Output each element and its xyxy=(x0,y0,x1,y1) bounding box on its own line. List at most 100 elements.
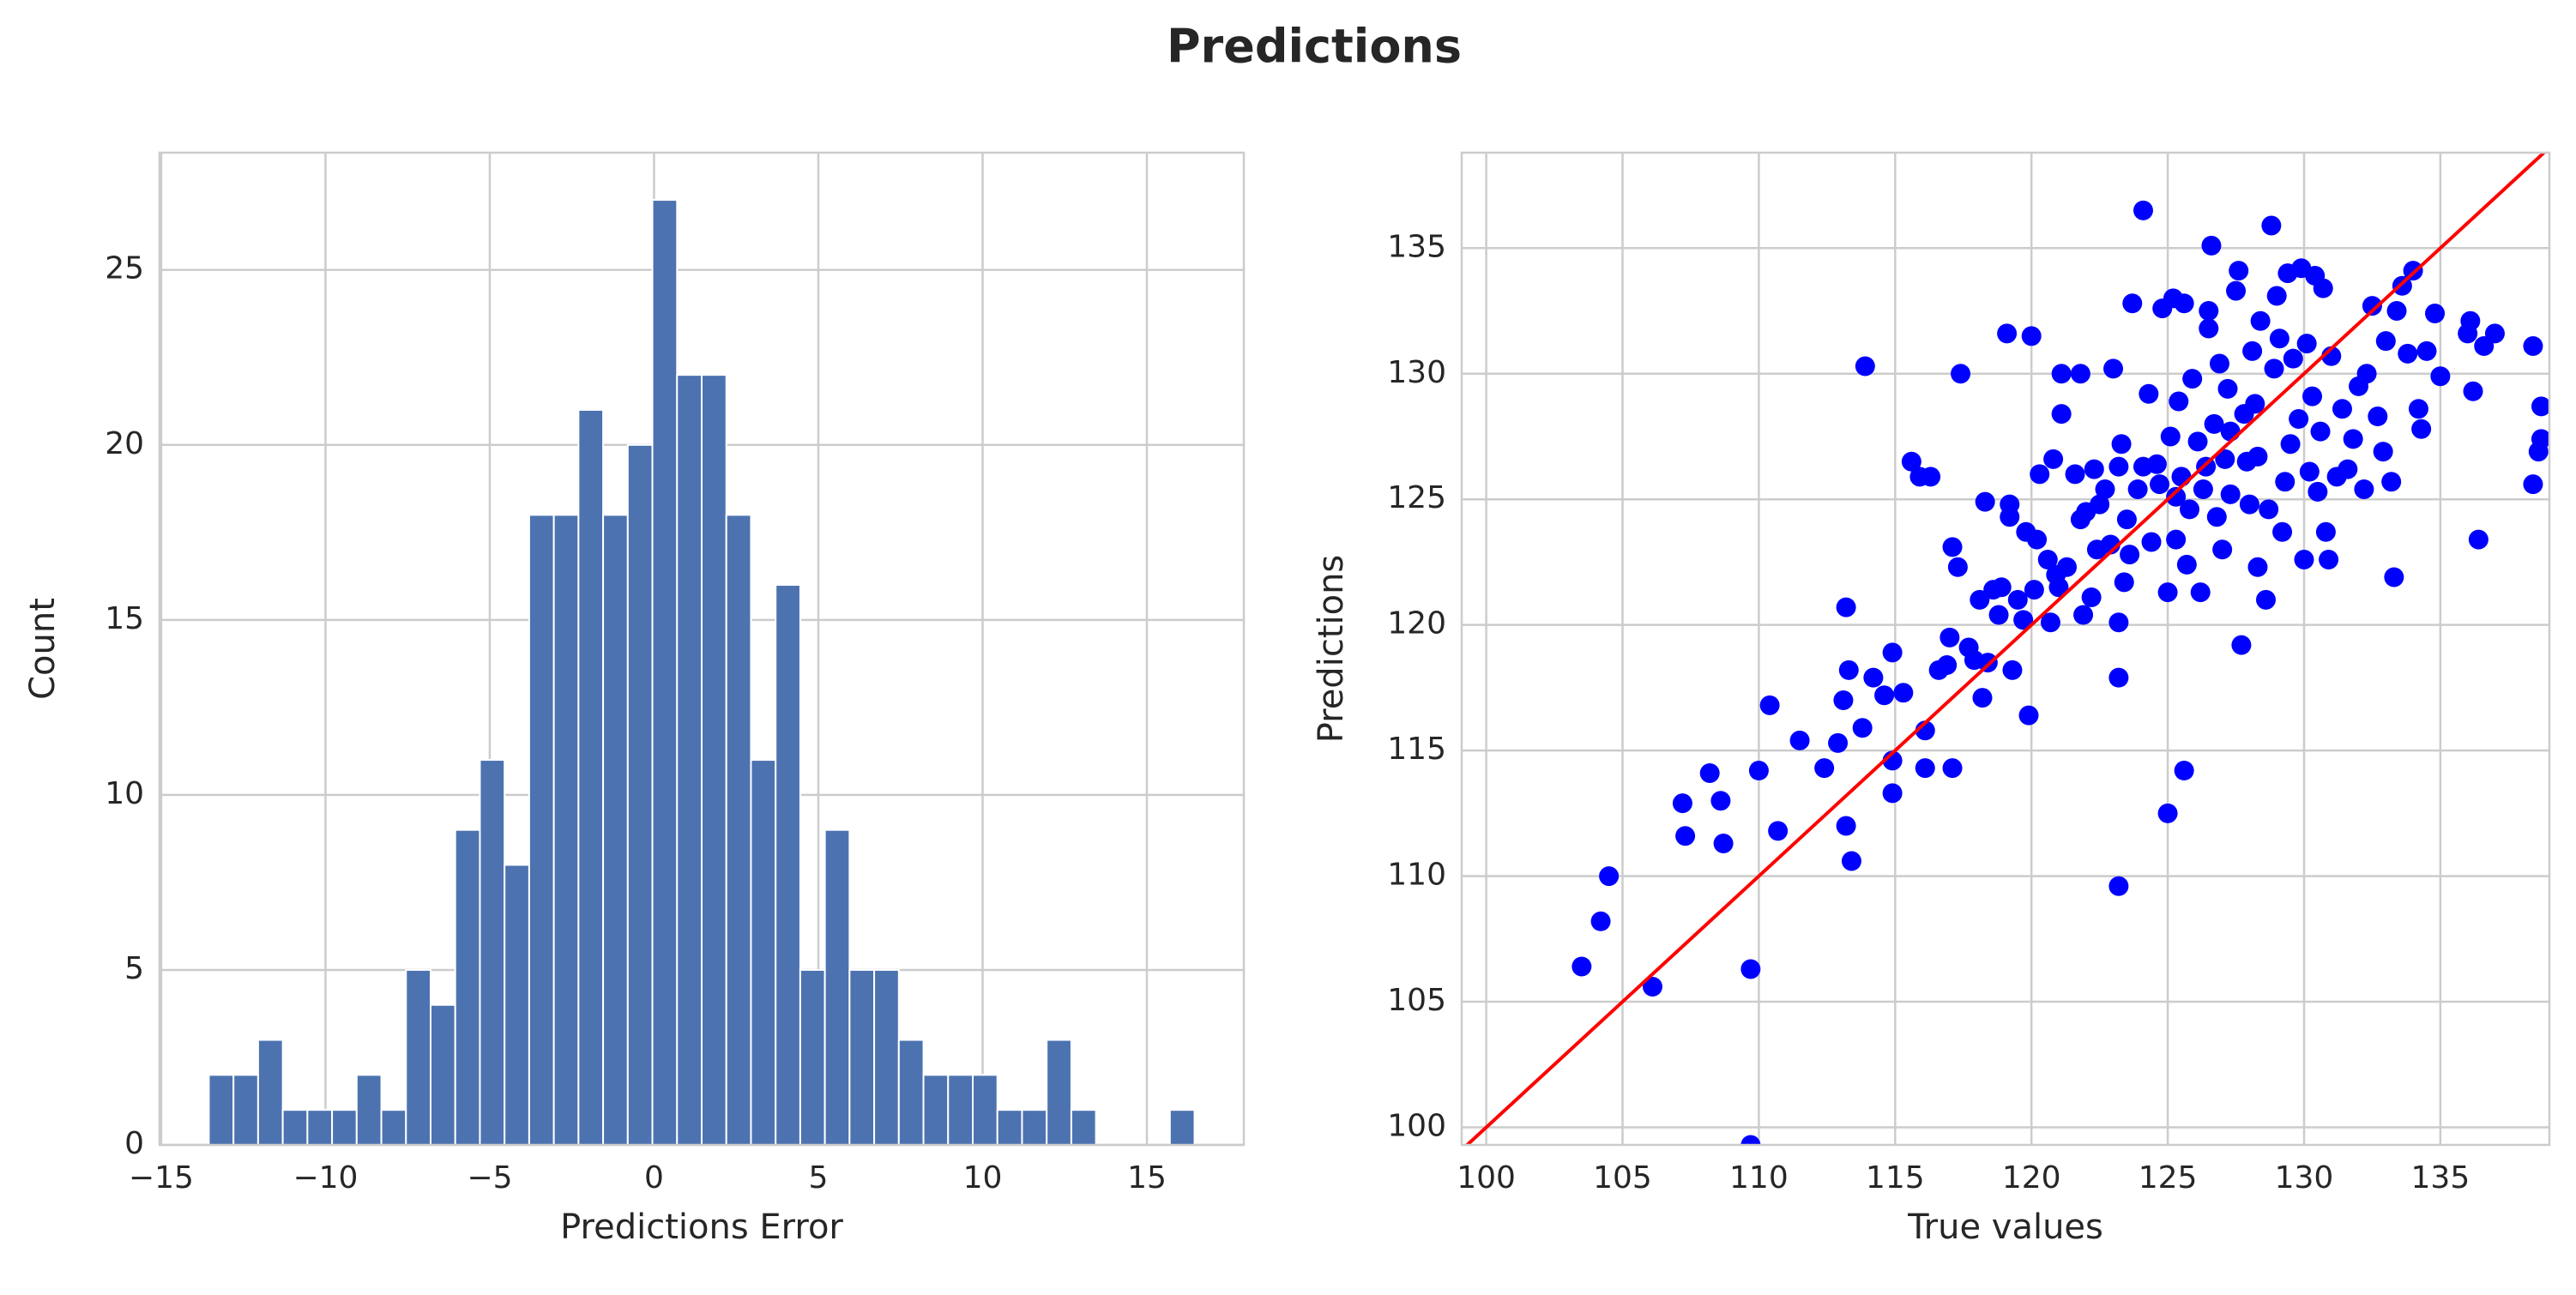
x-tick-label: 15 xyxy=(1127,1160,1167,1196)
point xyxy=(2264,358,2284,379)
bar xyxy=(725,514,752,1146)
point xyxy=(1942,537,1963,557)
point xyxy=(1997,323,2018,344)
x-axis-label: Predictions Error xyxy=(560,1208,843,1247)
x-axis-label: True values xyxy=(1907,1208,2103,1247)
bar xyxy=(701,374,727,1146)
point xyxy=(2108,456,2129,477)
point xyxy=(1988,605,2009,625)
bar xyxy=(823,828,851,1146)
bar xyxy=(281,1109,309,1147)
point xyxy=(2021,326,2042,346)
axes: −15 −10 −5 0 5 10 15 0 5 10 15 20 25 Predictions Erro… xyxy=(23,151,1246,1247)
point xyxy=(2332,399,2352,419)
point xyxy=(2362,296,2382,316)
point xyxy=(2229,261,2249,281)
point xyxy=(1759,695,1780,715)
point xyxy=(2108,667,2129,688)
bar xyxy=(972,1074,998,1147)
x-tick-label: −10 xyxy=(293,1160,358,1196)
point xyxy=(2381,472,2402,492)
point xyxy=(2468,529,2489,550)
point xyxy=(2523,336,2543,357)
point xyxy=(2338,459,2358,479)
bar xyxy=(996,1109,1023,1147)
point xyxy=(2425,303,2446,323)
point xyxy=(2463,381,2483,401)
point xyxy=(2193,479,2213,500)
point xyxy=(2368,407,2388,427)
point xyxy=(2199,318,2219,339)
point xyxy=(1975,491,1995,512)
point xyxy=(1972,688,1993,708)
point xyxy=(2108,612,2129,633)
point xyxy=(2384,567,2404,587)
bar xyxy=(528,514,555,1146)
point xyxy=(1713,834,1734,854)
point xyxy=(2157,803,2178,823)
point xyxy=(2430,366,2451,387)
bar xyxy=(405,968,432,1147)
point xyxy=(2294,550,2314,570)
point xyxy=(2528,442,2549,462)
point xyxy=(1599,866,1620,887)
point xyxy=(2111,434,2132,455)
bar xyxy=(479,759,506,1147)
point xyxy=(2247,557,2268,577)
point xyxy=(2027,529,2048,550)
point xyxy=(2018,705,2039,726)
point xyxy=(2255,589,2276,610)
point xyxy=(2484,323,2505,344)
bar xyxy=(750,759,777,1147)
y-tick-label: 100 xyxy=(1387,1108,1446,1143)
point xyxy=(2160,426,2181,447)
point xyxy=(1942,758,1963,779)
x-tick-label: 105 xyxy=(1593,1160,1652,1196)
y-tick-label: 110 xyxy=(1387,858,1446,893)
point xyxy=(1893,683,1914,703)
point xyxy=(2122,293,2143,314)
point xyxy=(2215,449,2235,469)
y-tick-label: 105 xyxy=(1387,983,1446,1018)
point xyxy=(2299,461,2320,482)
point xyxy=(2000,507,2020,527)
y-tick-label: 125 xyxy=(1387,480,1446,515)
point xyxy=(1572,956,1592,977)
point xyxy=(2199,301,2219,322)
point xyxy=(2051,364,2072,384)
bar xyxy=(897,1039,925,1147)
point xyxy=(2283,348,2303,369)
x-tick-label: 120 xyxy=(2002,1160,2061,1196)
point xyxy=(2231,635,2252,655)
point xyxy=(1863,667,1884,688)
bar xyxy=(430,1003,456,1147)
x-tick-label: 100 xyxy=(1457,1160,1516,1196)
point xyxy=(2460,310,2481,331)
x-tick-label: 135 xyxy=(2411,1160,2470,1196)
point xyxy=(2002,660,2023,680)
point xyxy=(2354,479,2374,500)
point xyxy=(1838,660,1859,680)
bar xyxy=(651,199,679,1147)
y-tick-label: 20 xyxy=(105,426,144,461)
bar xyxy=(552,514,580,1146)
point xyxy=(2204,413,2224,434)
y-tick-label: 5 xyxy=(124,951,144,986)
point xyxy=(2114,572,2134,593)
bar xyxy=(626,443,654,1146)
point xyxy=(2272,521,2293,542)
bar xyxy=(1046,1039,1072,1147)
point xyxy=(2150,474,2170,495)
y-tick-label: 0 xyxy=(124,1126,144,1161)
point xyxy=(2051,404,2072,425)
point xyxy=(2007,589,2028,610)
point xyxy=(2108,876,2129,896)
point xyxy=(2315,521,2336,542)
point xyxy=(2373,442,2393,462)
point xyxy=(2043,449,2064,469)
point xyxy=(2048,577,2069,598)
point xyxy=(1937,655,1958,676)
point xyxy=(2030,464,2050,485)
point xyxy=(2103,358,2124,379)
